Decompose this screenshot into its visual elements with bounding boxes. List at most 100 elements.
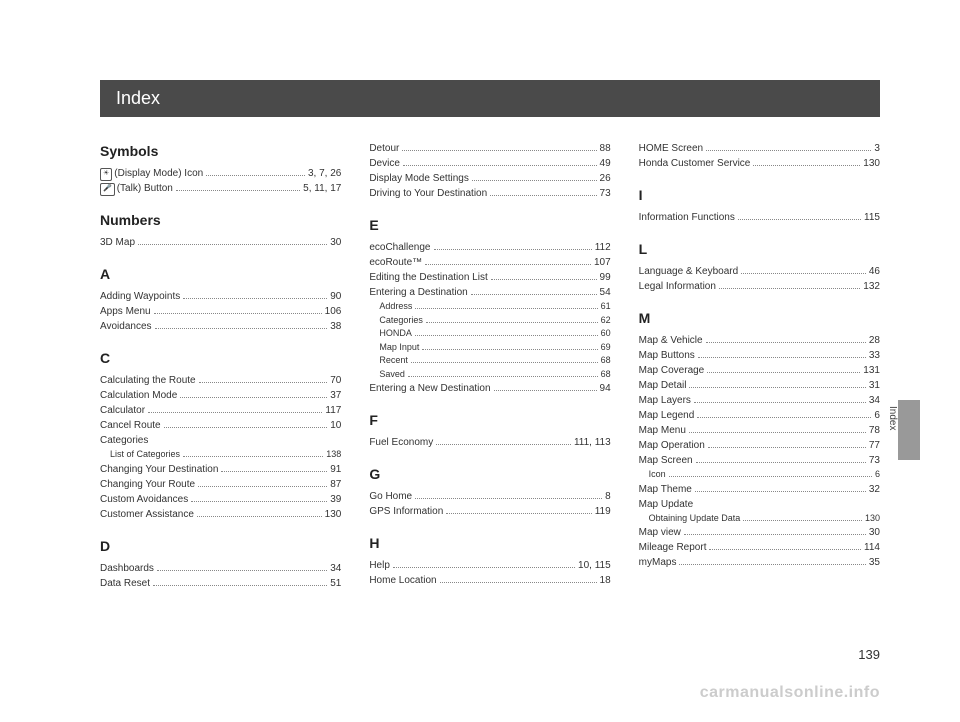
index-entry-pages: 33 xyxy=(869,348,880,363)
index-entry: GPS Information119 xyxy=(369,504,610,519)
index-entry-label: HOME Screen xyxy=(639,141,703,156)
leader-dots xyxy=(695,491,866,492)
index-entry: Data Reset51 xyxy=(100,576,341,591)
index-entry-pages: 37 xyxy=(330,388,341,403)
index-entry: Honda Customer Service 130 xyxy=(639,156,880,171)
leader-dots xyxy=(393,567,575,568)
index-entry-pages: 62 xyxy=(601,314,611,328)
index-entry-pages: 99 xyxy=(600,270,611,285)
index-entry-label: Dashboards xyxy=(100,561,154,576)
index-entry: Changing Your Route 87 xyxy=(100,477,341,492)
index-entry-label: Editing the Destination List xyxy=(369,270,487,285)
index-entry: Icon6 xyxy=(639,468,880,482)
index-entry: Entering a Destination54 xyxy=(369,285,610,300)
index-entry-label: Fuel Economy xyxy=(369,435,433,450)
index-entry-label: Address xyxy=(379,300,412,314)
index-entry-pages: 68 xyxy=(601,354,611,368)
index-section-head: M xyxy=(639,308,880,329)
index-entry-pages: 77 xyxy=(869,438,880,453)
leader-dots xyxy=(183,298,327,299)
leader-dots xyxy=(471,294,597,295)
side-tab-label: Index xyxy=(887,406,898,430)
index-entry-pages: 51 xyxy=(330,576,341,591)
leader-dots xyxy=(436,444,571,445)
index-entry-label: Calculating the Route xyxy=(100,373,196,388)
index-entry-label: Adding Waypoints xyxy=(100,289,180,304)
index-entry-pages: 130 xyxy=(865,512,880,526)
index-entry-label: Calculation Mode xyxy=(100,388,177,403)
index-entry: Calculation Mode 37 xyxy=(100,388,341,403)
index-entry: Editing the Destination List 99 xyxy=(369,270,610,285)
page-number: 139 xyxy=(858,647,880,662)
index-entry-pages: 69 xyxy=(601,341,611,355)
leader-dots xyxy=(411,362,598,363)
index-entry: Saved68 xyxy=(369,368,610,382)
index-entry-pages: 87 xyxy=(330,477,341,492)
leader-dots xyxy=(183,456,323,457)
index-column: HOME Screen3Honda Customer Service130IIn… xyxy=(639,141,880,591)
leader-dots xyxy=(743,520,862,521)
index-entry-pages: 34 xyxy=(869,393,880,408)
index-entry-pages: 130 xyxy=(863,156,880,171)
leader-dots xyxy=(669,476,872,477)
leader-dots xyxy=(706,150,871,151)
index-entry-label: Display Mode Settings xyxy=(369,171,469,186)
index-entry-label: Changing Your Route xyxy=(100,477,195,492)
index-entry: Legal Information 132 xyxy=(639,279,880,294)
index-entry-label: Legal Information xyxy=(639,279,716,294)
leader-dots xyxy=(199,382,328,383)
index-entry-label: Mileage Report xyxy=(639,540,707,555)
index-entry-pages: 111, 113 xyxy=(574,435,611,450)
index-entry-label: ☀(Display Mode) Icon xyxy=(100,166,203,181)
index-entry-label: Categories xyxy=(379,314,423,328)
index-entry: List of Categories138 xyxy=(100,448,341,462)
index-entry-label: Cancel Route xyxy=(100,418,161,433)
index-entry-pages: 73 xyxy=(869,453,880,468)
leader-dots xyxy=(415,335,598,336)
index-entry: ecoRoute™ 107 xyxy=(369,255,610,270)
index-entry-label: Language & Keyboard xyxy=(639,264,739,279)
leader-dots xyxy=(422,349,597,350)
leader-dots xyxy=(176,190,300,191)
leader-dots xyxy=(402,150,596,151)
index-entry-pages: 26 xyxy=(600,171,611,186)
index-section-head: L xyxy=(639,239,880,260)
index-entry-label: Entering a Destination xyxy=(369,285,467,300)
index-section-head: C xyxy=(100,348,341,369)
leader-dots xyxy=(696,462,866,463)
index-entry-label: Map Legend xyxy=(639,408,695,423)
index-entry: Map Operation77 xyxy=(639,438,880,453)
index-entry: ecoChallenge112 xyxy=(369,240,610,255)
index-entry-label: Avoidances xyxy=(100,319,152,334)
leader-dots xyxy=(684,534,866,535)
leader-dots xyxy=(689,387,865,388)
index-entry-pages: 130 xyxy=(325,507,342,522)
index-entry-label: Map Update xyxy=(639,497,693,512)
index-entry: Fuel Economy 111, 113 xyxy=(369,435,610,450)
index-entry-label: Honda Customer Service xyxy=(639,156,751,171)
index-columns: Symbols☀(Display Mode) Icon3, 7, 26🎤(Tal… xyxy=(100,141,880,591)
index-entry-label: myMaps xyxy=(639,555,677,570)
index-entry: Map view30 xyxy=(639,525,880,540)
index-entry-pages: 60 xyxy=(601,327,611,341)
index-entry-label: ecoRoute™ xyxy=(369,255,422,270)
index-entry-label: Changing Your Destination xyxy=(100,462,218,477)
index-entry-pages: 70 xyxy=(330,373,341,388)
index-entry-pages: 68 xyxy=(601,368,611,382)
index-entry-label: Custom Avoidances xyxy=(100,492,188,507)
leader-dots xyxy=(180,397,327,398)
index-entry-label: Home Location xyxy=(369,573,436,588)
index-entry-pages: 117 xyxy=(325,403,341,418)
index-column: Symbols☀(Display Mode) Icon3, 7, 26🎤(Tal… xyxy=(100,141,341,591)
index-entry-label: Device xyxy=(369,156,400,171)
index-entry-pages: 39 xyxy=(330,492,341,507)
leader-dots xyxy=(415,308,597,309)
index-entry-label: Driving to Your Destination xyxy=(369,186,487,201)
index-entry: Dashboards34 xyxy=(100,561,341,576)
index-entry-pages: 132 xyxy=(863,279,880,294)
index-entry-label: Map Theme xyxy=(639,482,692,497)
index-section-head: Symbols xyxy=(100,141,341,162)
index-entry-label: GPS Information xyxy=(369,504,443,519)
index-entry-label: Detour xyxy=(369,141,399,156)
index-entry-pages: 107 xyxy=(594,255,611,270)
